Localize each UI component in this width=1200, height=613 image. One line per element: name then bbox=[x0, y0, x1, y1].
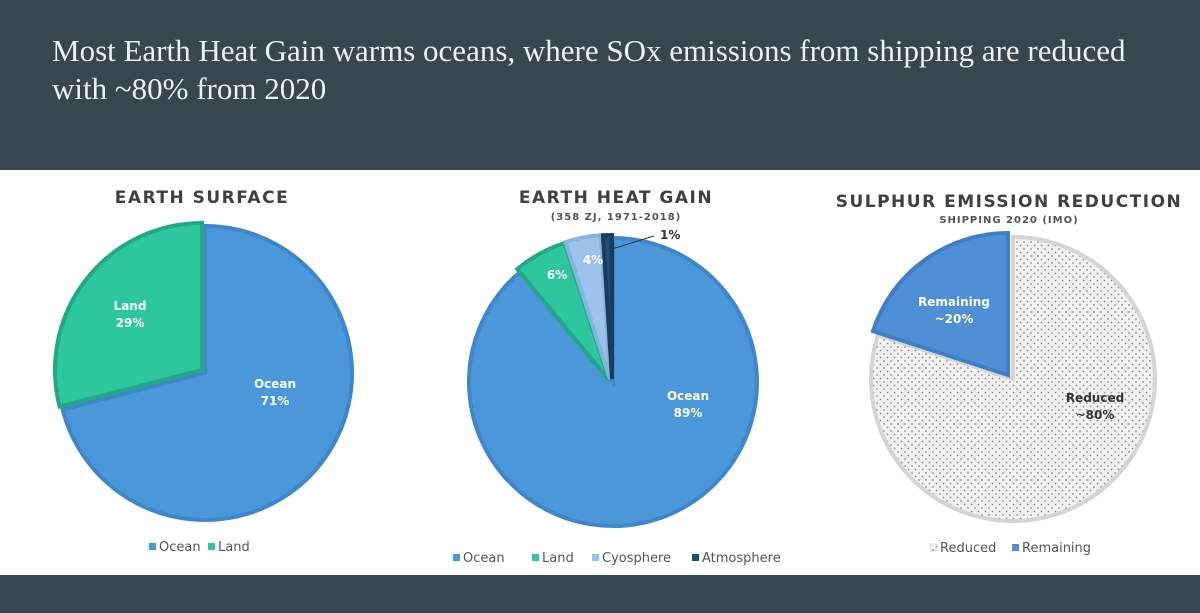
sulphur-emission-reduction-chart: SULPHUR EMISSION REDUCTION SHIPPING 2020… bbox=[836, 192, 1183, 556]
charts-svg: EARTH SURFACE Ocean 71% Land 29% Ocean L… bbox=[53, 188, 1183, 566]
slice-label-remaining: Remaining bbox=[918, 295, 990, 309]
pie-slice-ocean bbox=[467, 235, 759, 528]
legend-swatch-reduced bbox=[929, 543, 938, 552]
legend-swatch-land bbox=[532, 554, 539, 561]
legend: Ocean Land bbox=[149, 540, 250, 555]
pie-slice-ocean bbox=[60, 223, 354, 522]
slice-pct-land: 29% bbox=[116, 316, 145, 330]
slice-label-reduced: Reduced bbox=[1066, 391, 1124, 405]
slice-pct-ocean: 89% bbox=[674, 406, 703, 420]
pie-slice-atmosphere bbox=[600, 232, 614, 380]
legend-swatch-remaining bbox=[1012, 544, 1019, 551]
legend: Ocean Land Cyosphere Atmosphere bbox=[453, 551, 781, 566]
chart-subtitle: (358 ZJ, 1971-2018) bbox=[551, 212, 682, 223]
legend: Reduced Remaining bbox=[929, 541, 1091, 556]
legend-swatch-ocean bbox=[453, 554, 460, 561]
legend-label-reduced: Reduced bbox=[940, 541, 996, 556]
slide-title: Most Earth Heat Gain warms oceans, where… bbox=[52, 33, 1126, 106]
chart-title: EARTH HEAT GAIN bbox=[519, 188, 713, 208]
slice-pct-remaining: ~20% bbox=[935, 312, 974, 326]
legend-swatch-atmosphere bbox=[692, 554, 699, 561]
atmosphere-leader-line bbox=[611, 235, 655, 250]
slice-label-ocean: Ocean bbox=[667, 389, 709, 403]
legend-label-cyosphere: Cyosphere bbox=[602, 551, 671, 566]
legend-swatch-cyosphere bbox=[592, 554, 599, 561]
pie-slice-cyosphere bbox=[562, 233, 612, 380]
slice-pct-cyosphere: 4% bbox=[583, 253, 603, 267]
legend-label-land: Land bbox=[542, 551, 574, 566]
legend-swatch-ocean bbox=[149, 543, 156, 550]
chart-title: EARTH SURFACE bbox=[115, 188, 289, 208]
earth-heat-gain-chart: EARTH HEAT GAIN (358 ZJ, 1971-2018) Ocea… bbox=[453, 188, 781, 566]
legend-label-land: Land bbox=[218, 540, 250, 555]
earth-surface-chart: EARTH SURFACE Ocean 71% Land 29% Ocean L… bbox=[53, 188, 354, 555]
slice-label-ocean: Ocean bbox=[254, 377, 296, 391]
legend-label-ocean: Ocean bbox=[159, 540, 201, 555]
chart-title: SULPHUR EMISSION REDUCTION bbox=[836, 192, 1183, 212]
slice-pct-reduced: ~80% bbox=[1076, 408, 1115, 422]
pie-slice-reduced bbox=[869, 234, 1157, 523]
legend-swatch-land bbox=[208, 543, 215, 550]
legend-label-remaining: Remaining bbox=[1022, 541, 1091, 556]
chart-subtitle: SHIPPING 2020 (IMO) bbox=[939, 215, 1078, 226]
slice-pct-land: 6% bbox=[547, 268, 567, 282]
legend-label-atmosphere: Atmosphere bbox=[702, 551, 781, 566]
slice-label-land: Land bbox=[114, 299, 147, 313]
pie-slice-land bbox=[53, 220, 204, 409]
pie-slice-remaining bbox=[870, 230, 1010, 378]
charts-panel: EARTH SURFACE Ocean 71% Land 29% Ocean L… bbox=[0, 170, 1200, 575]
slice-pct-atmosphere: 1% bbox=[660, 228, 680, 242]
slice-pct-ocean: 71% bbox=[261, 394, 290, 408]
legend-label-ocean: Ocean bbox=[463, 551, 505, 566]
